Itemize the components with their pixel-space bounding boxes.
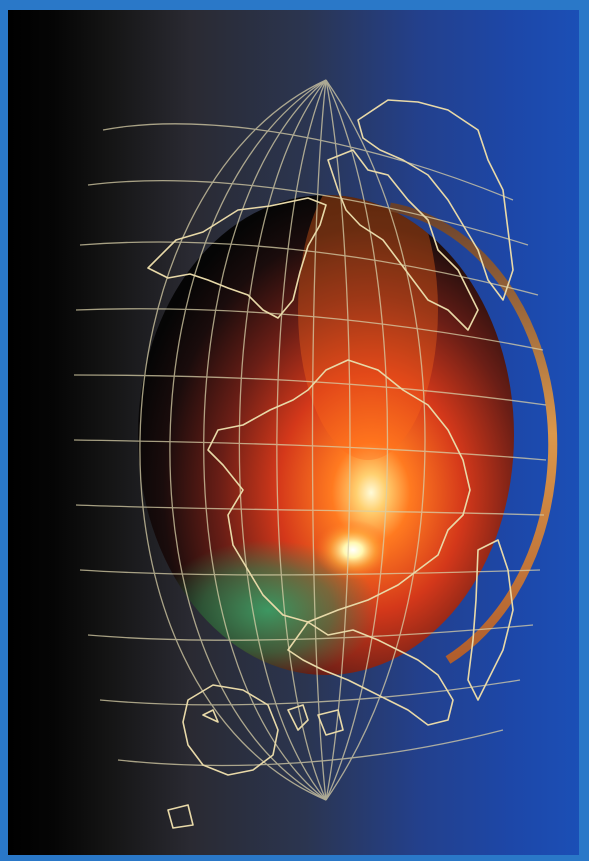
australia-outline: [182, 684, 279, 776]
arctic-islands-outline: [327, 149, 479, 331]
north-america-outline: [357, 99, 514, 301]
hotspot-glow: [315, 520, 391, 580]
photo-panel: [8, 10, 579, 855]
earth-globe: [138, 195, 558, 675]
north-america-west-outline: [467, 539, 514, 701]
atmosphere-rim: [389, 202, 558, 664]
asia-coast-outline: [287, 621, 454, 726]
globe-illustration: [73, 79, 558, 829]
islands-outline: [167, 704, 344, 829]
eurasia-outline: [207, 359, 471, 623]
coastline-outlines: [147, 99, 514, 829]
greenland-outline: [147, 197, 327, 319]
